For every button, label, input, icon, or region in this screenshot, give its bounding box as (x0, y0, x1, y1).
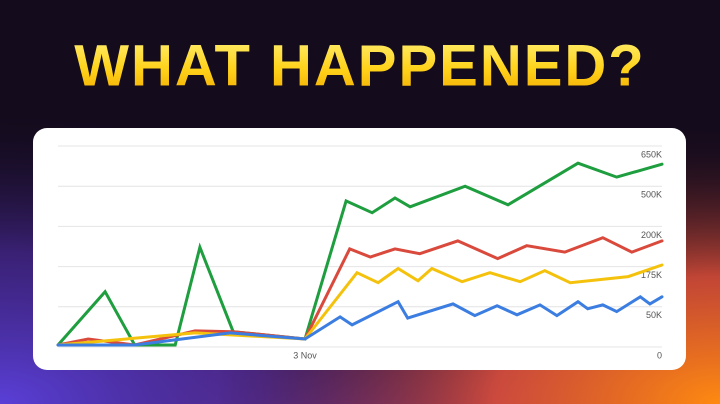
headline: WHAT HAPPENED? (74, 33, 645, 98)
chart-card (33, 128, 686, 370)
y-tick-label: 175K (641, 270, 662, 280)
y-tick-label: 650K (641, 149, 662, 159)
y-tick-label: 0 (657, 350, 662, 360)
plot: 0 50K 175K 200K 500K 650K 3 Nov (56, 145, 664, 360)
y-tick-label: 500K (641, 190, 662, 200)
x-tick-label: 3 Nov (293, 350, 317, 360)
series-line (56, 161, 664, 347)
y-tick-label: 50K (646, 310, 662, 320)
y-tick-label: 200K (641, 230, 662, 240)
series-line (56, 263, 664, 347)
series-line (56, 294, 664, 347)
